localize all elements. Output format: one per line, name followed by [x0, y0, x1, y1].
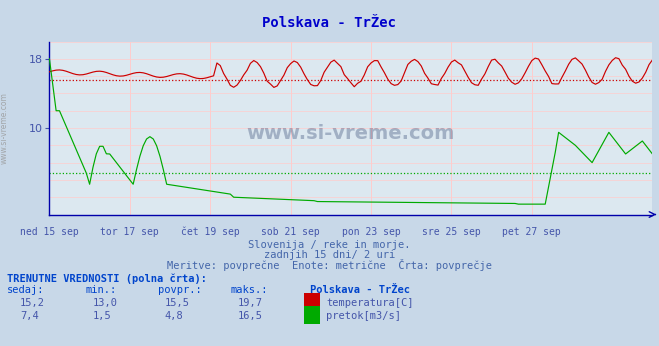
Text: 19,7: 19,7: [237, 298, 262, 308]
Text: povpr.:: povpr.:: [158, 285, 202, 295]
Text: 4,8: 4,8: [165, 311, 183, 321]
Text: čet 19 sep: čet 19 sep: [181, 227, 240, 237]
Text: min.:: min.:: [86, 285, 117, 295]
Text: 13,0: 13,0: [92, 298, 117, 308]
Text: www.si-vreme.com: www.si-vreme.com: [246, 124, 455, 143]
Text: sedaj:: sedaj:: [7, 285, 44, 295]
Text: temperatura[C]: temperatura[C]: [326, 298, 414, 308]
Text: TRENUTNE VREDNOSTI (polna črta):: TRENUTNE VREDNOSTI (polna črta):: [7, 273, 206, 284]
Text: tor 17 sep: tor 17 sep: [100, 227, 159, 237]
Text: sob 21 sep: sob 21 sep: [261, 227, 320, 237]
Text: zadnjih 15 dni/ 2 uri: zadnjih 15 dni/ 2 uri: [264, 250, 395, 260]
Text: ned 15 sep: ned 15 sep: [20, 227, 79, 237]
Text: Polskava - TrŽec: Polskava - TrŽec: [310, 285, 410, 295]
Text: 1,5: 1,5: [92, 311, 111, 321]
Text: 15,5: 15,5: [165, 298, 190, 308]
Text: pon 23 sep: pon 23 sep: [341, 227, 401, 237]
Text: 7,4: 7,4: [20, 311, 38, 321]
Text: pretok[m3/s]: pretok[m3/s]: [326, 311, 401, 321]
Text: 15,2: 15,2: [20, 298, 45, 308]
Text: www.si-vreme.com: www.si-vreme.com: [0, 92, 9, 164]
Text: pet 27 sep: pet 27 sep: [502, 227, 561, 237]
Text: Slovenija / reke in morje.: Slovenija / reke in morje.: [248, 240, 411, 251]
Text: 16,5: 16,5: [237, 311, 262, 321]
Text: maks.:: maks.:: [231, 285, 268, 295]
Text: sre 25 sep: sre 25 sep: [422, 227, 481, 237]
Text: Polskava - TrŽec: Polskava - TrŽec: [262, 16, 397, 29]
Text: Meritve: povprečne  Enote: metrične  Črta: povprečje: Meritve: povprečne Enote: metrične Črta:…: [167, 259, 492, 271]
